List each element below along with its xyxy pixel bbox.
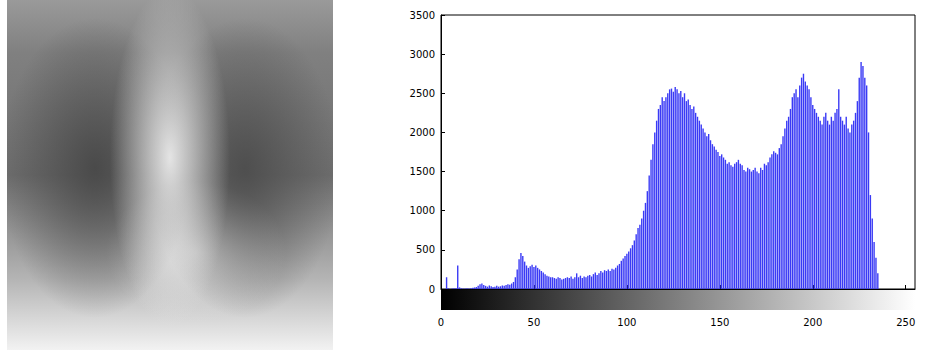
svg-text:2500: 2500 — [410, 88, 435, 99]
svg-text:500: 500 — [416, 244, 435, 255]
svg-text:200: 200 — [803, 317, 822, 328]
svg-text:0: 0 — [438, 317, 444, 328]
svg-text:100: 100 — [617, 317, 636, 328]
svg-text:250: 250 — [896, 317, 915, 328]
svg-text:1500: 1500 — [410, 166, 435, 177]
svg-text:150: 150 — [710, 317, 729, 328]
svg-text:3500: 3500 — [410, 10, 435, 21]
svg-text:1000: 1000 — [410, 205, 435, 216]
svg-text:2000: 2000 — [410, 127, 435, 138]
svg-text:50: 50 — [528, 317, 541, 328]
svg-text:3000: 3000 — [410, 49, 435, 60]
svg-text:0: 0 — [429, 284, 435, 295]
